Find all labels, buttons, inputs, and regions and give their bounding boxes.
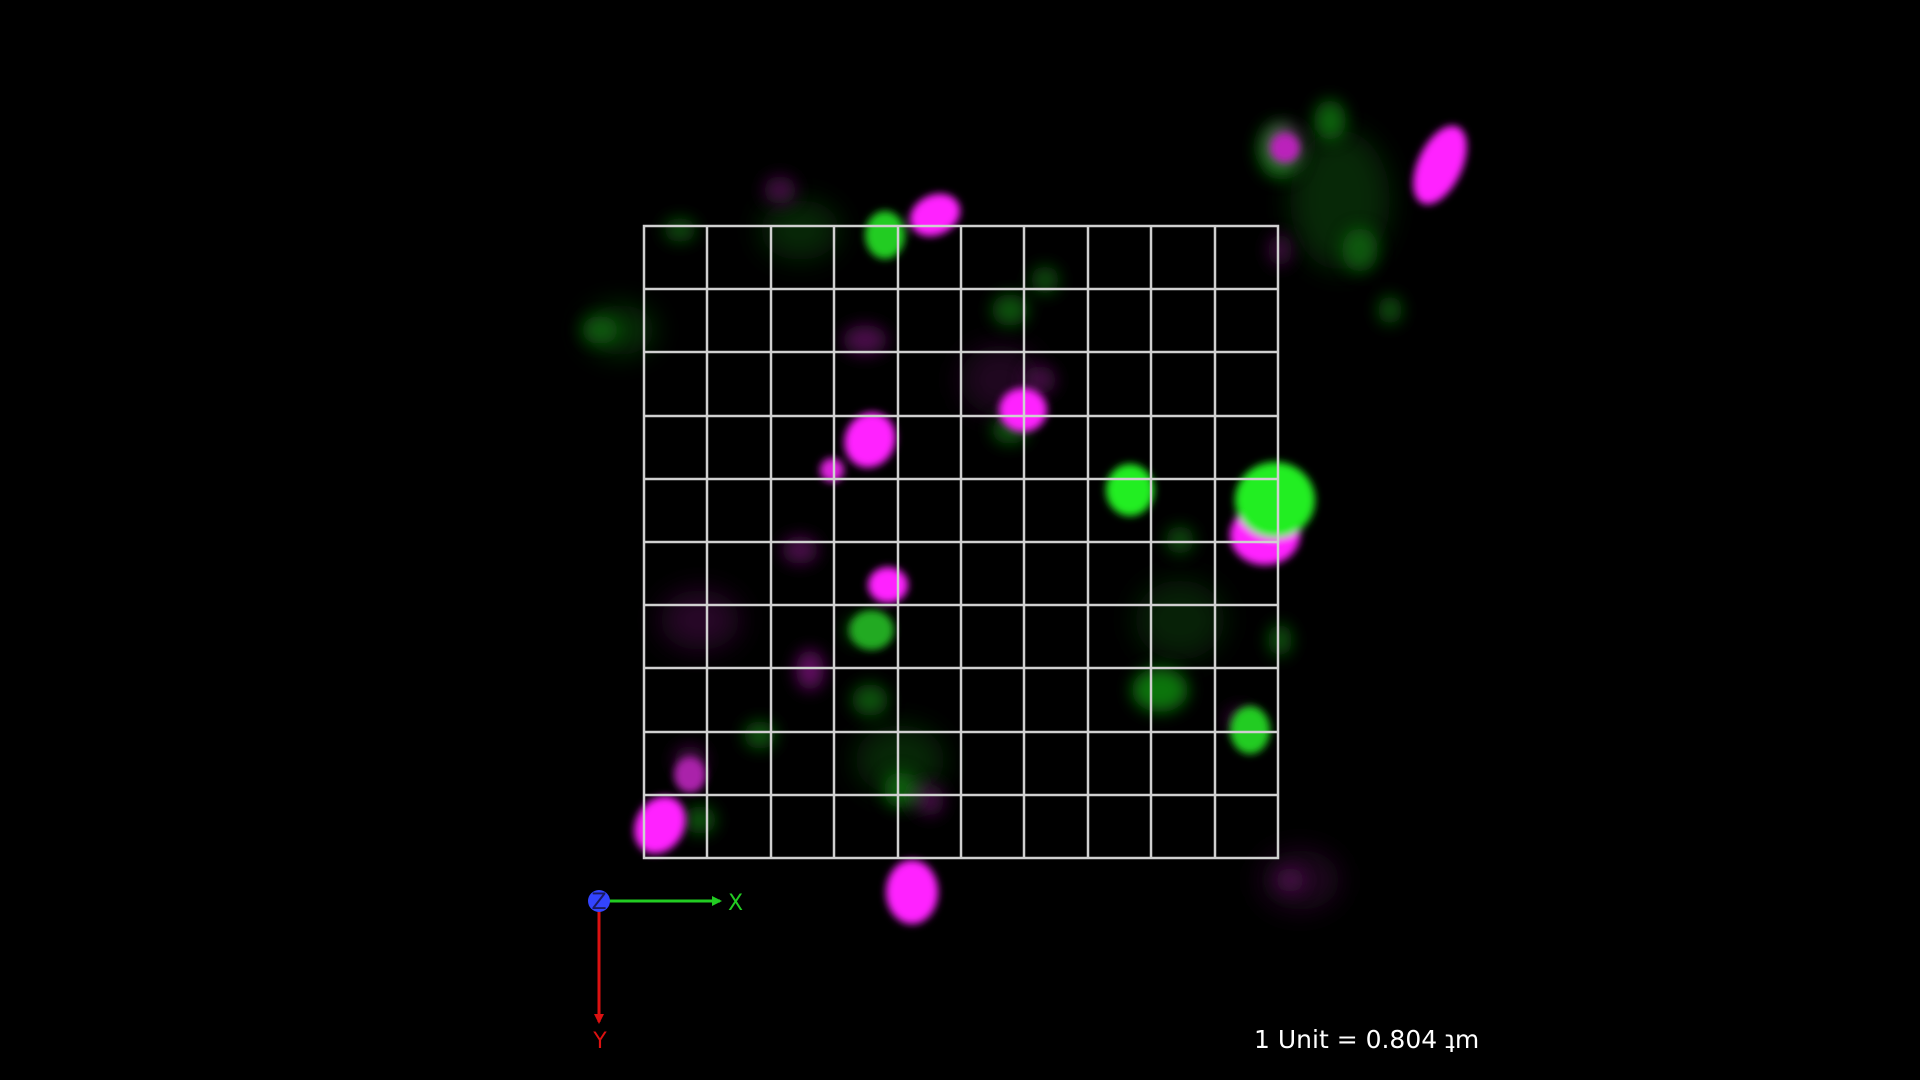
measurement-grid <box>642 224 1280 860</box>
x-axis-label: X <box>728 891 743 916</box>
z-axis-label: Z <box>591 890 606 915</box>
z-axis-marker <box>588 890 610 912</box>
scale-unit-label: 1 Unit = 0.804 ʇm <box>1254 1025 1480 1054</box>
orientation-axes: Z X Y <box>588 890 743 1054</box>
bright-foreground-blobs <box>634 125 1467 924</box>
y-axis-label: Y <box>592 1029 607 1054</box>
